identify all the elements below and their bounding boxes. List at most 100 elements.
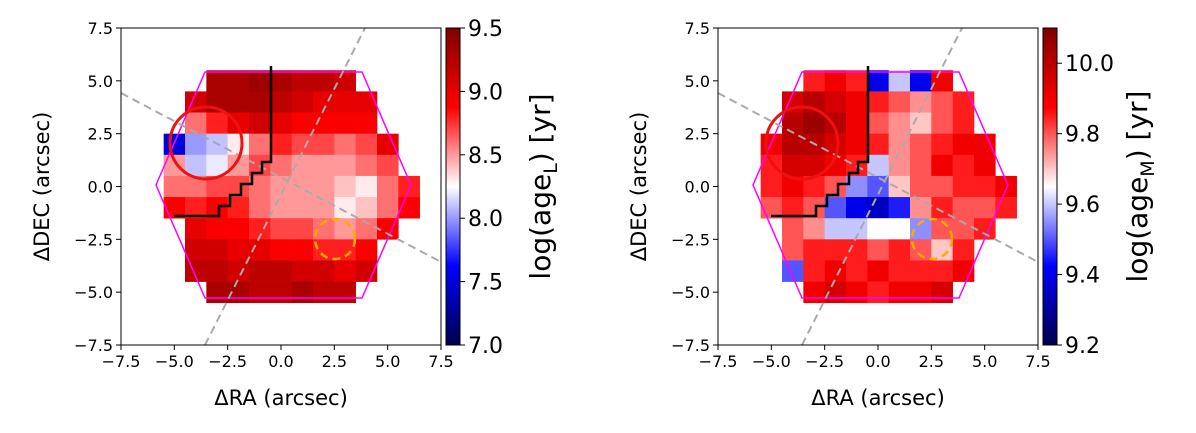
heatmap-cell [291, 70, 314, 92]
heatmap-cell [206, 197, 228, 219]
heatmap-cell [867, 239, 889, 261]
y-tick-label: 2.5 [88, 125, 113, 144]
heatmap-cell [824, 112, 847, 134]
heatmap-cell [355, 112, 378, 134]
heatmap-cell [291, 218, 314, 240]
heatmap-cell [334, 260, 356, 282]
heatmap-cell [334, 281, 356, 304]
heatmap-cell [334, 70, 356, 92]
heatmap-cell [206, 112, 228, 134]
heatmap-cell [931, 91, 953, 113]
colorbar-tick-label: 7.0 [468, 334, 503, 359]
heatmap-cell [313, 70, 335, 92]
heatmap-cell [846, 133, 868, 156]
colorbar-label-main: log(age [1121, 177, 1154, 283]
heatmap-cell [334, 197, 356, 219]
y-tick-label: 0.0 [685, 178, 710, 197]
heatmap-cell [313, 260, 335, 282]
heatmap-cell [888, 154, 911, 177]
heatmap-cell [846, 70, 868, 92]
colorbar-label-sub: M [1137, 160, 1159, 176]
heatmap-cell [782, 133, 804, 156]
y-tick-label: −7.5 [74, 336, 113, 355]
y-axis-title: ΔDEC (arcsec) [627, 112, 651, 262]
heatmap-cell [206, 281, 228, 304]
y-tick-label: −5.0 [671, 283, 710, 302]
heatmap-cell [910, 112, 932, 134]
heatmap-cell [291, 197, 314, 219]
heatmap-cell [334, 91, 356, 113]
heatmap-cell [824, 91, 847, 113]
heatmap-cell [846, 197, 868, 219]
heatmap-cell [377, 133, 399, 156]
heatmap-cell [952, 197, 975, 219]
heatmap-cell [355, 175, 378, 198]
heatmap-cell [803, 175, 825, 198]
heatmap-cells [760, 70, 1017, 304]
heatmap-cell [931, 112, 953, 134]
colorbar-tick-label: 8.0 [468, 207, 503, 232]
heatmap-cell [910, 154, 932, 177]
heatmap-cell [803, 260, 825, 282]
heatmap-cell [974, 197, 996, 219]
heatmap-cell [974, 154, 996, 177]
heatmap-cell [867, 133, 889, 156]
heatmap-cell [334, 175, 356, 198]
heatmap-cell [760, 133, 783, 156]
x-tick-label: −5.0 [155, 352, 194, 371]
x-tick-label: 2.5 [919, 352, 944, 371]
heatmap-cell [227, 197, 250, 219]
heatmap-cell [952, 218, 975, 240]
heatmap-cell [334, 239, 356, 261]
heatmap-cell [249, 281, 271, 304]
x-tick-label: −2.5 [805, 352, 844, 371]
heatmap-cell [931, 70, 953, 92]
heatmap-cell [760, 154, 783, 177]
colorbar-tick-label: 9.0 [468, 80, 503, 105]
x-axis-title: ΔRA (arcsec) [214, 386, 348, 410]
hexagon [155, 71, 412, 299]
heatmap-cell [824, 218, 847, 240]
colorbar-tick-label: 9.4 [1065, 264, 1100, 289]
x-tick-label: −2.5 [208, 352, 247, 371]
heatmap-cell [355, 154, 378, 177]
heatmap-cell [270, 239, 292, 261]
colorbar-tick-label: 9.8 [1065, 123, 1100, 148]
heatmap-cell [824, 70, 847, 92]
y-tick-label: 7.5 [88, 19, 113, 38]
heatmap-cell [291, 112, 314, 134]
heatmap-cell [760, 197, 783, 219]
heatmap-cell [355, 133, 378, 156]
heatmap-cell [249, 70, 271, 92]
heatmap-cell [846, 91, 868, 113]
heatmap-cell [824, 197, 847, 219]
y-tick-label: 5.0 [88, 72, 113, 91]
heatmap-cell [185, 133, 207, 156]
heatmap-cell [270, 260, 292, 282]
heatmap-cell [803, 112, 825, 134]
heatmap-cell [355, 197, 378, 219]
heatmap-cell [974, 175, 996, 198]
dashed-axis [801, 27, 963, 346]
x-tick-label: 5.0 [375, 352, 400, 371]
heatmap-cell [270, 281, 292, 304]
axes: −7.5 −5.0 −2.5 0.0 2.5 5.0 7.5 −7.5 −5.0 −2.5 0.0 2… [30, 17, 1159, 410]
heatmap-cell [291, 133, 314, 156]
step-line [771, 66, 870, 218]
heatmap-cell [824, 260, 847, 282]
heatmap-cell [931, 175, 953, 198]
heatmap-cell [846, 175, 868, 198]
heatmap-cell [270, 197, 292, 219]
heatmap-cell [824, 175, 847, 198]
heatmap-cell [227, 260, 250, 282]
heatmap-cell [227, 175, 250, 198]
heatmap-cells [163, 70, 420, 304]
colorbar-tick-label: 8.5 [468, 144, 503, 169]
heatmap-cell [291, 260, 314, 282]
heatmap-cell [270, 133, 292, 156]
heatmap-cell [803, 197, 825, 219]
heatmap-cell [846, 260, 868, 282]
heatmap-cell [888, 175, 911, 198]
colorbar-label-sub: L [540, 163, 562, 174]
